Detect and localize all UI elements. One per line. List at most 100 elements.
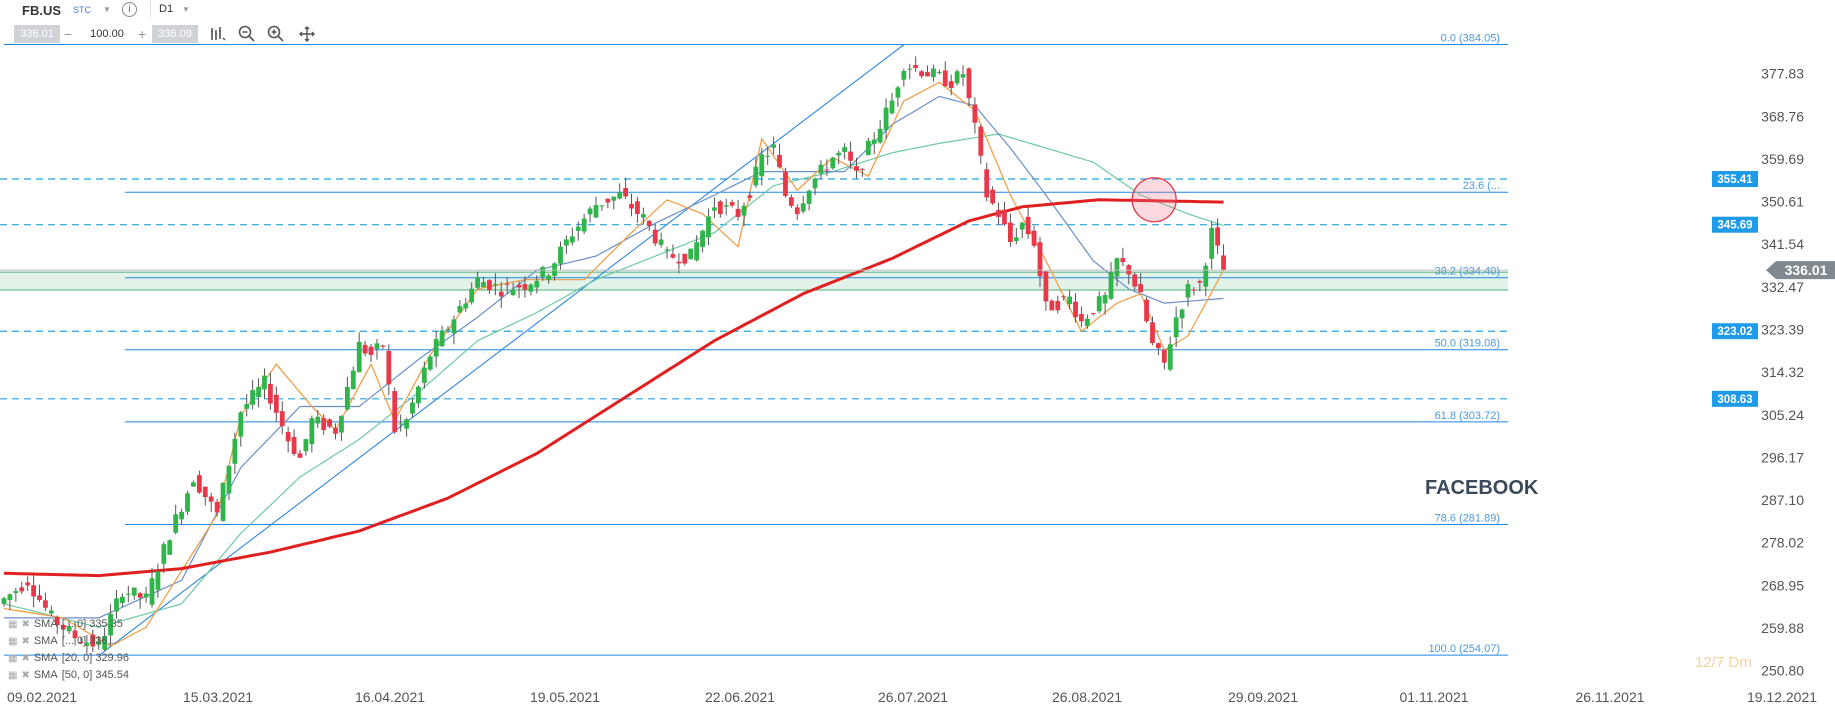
chart-type-icon[interactable] bbox=[208, 24, 228, 44]
candle bbox=[416, 385, 421, 408]
indicator-row[interactable]: ▦ ✖ SMA [50, 0] 345.54 bbox=[8, 667, 129, 684]
market-label[interactable]: STC bbox=[73, 5, 91, 15]
candle-body bbox=[865, 140, 871, 155]
candle bbox=[605, 198, 611, 209]
symbol-label[interactable]: FB.US bbox=[22, 3, 61, 18]
candle-body bbox=[362, 344, 368, 354]
candle-body bbox=[812, 178, 818, 189]
candle-body bbox=[208, 496, 214, 502]
zoom-in-icon[interactable] bbox=[266, 24, 286, 44]
candle bbox=[1079, 306, 1084, 328]
candle bbox=[948, 74, 954, 96]
candle bbox=[380, 344, 386, 350]
volume-input[interactable]: 100.00 bbox=[90, 28, 124, 40]
candle bbox=[1144, 296, 1149, 323]
close-icon[interactable]: ✖ bbox=[21, 636, 30, 647]
candle bbox=[481, 276, 486, 288]
zoom-out-icon[interactable] bbox=[237, 24, 257, 44]
candle bbox=[427, 355, 433, 372]
close-icon[interactable]: ✖ bbox=[21, 619, 30, 630]
chevron-down-icon[interactable]: ▼ bbox=[103, 5, 111, 14]
candle-body bbox=[824, 169, 830, 171]
info-icon[interactable]: i bbox=[122, 2, 137, 17]
drag-handle-icon[interactable]: ▦ bbox=[8, 619, 18, 630]
indicator-row[interactable]: ▦ ✖ SMA [20, 0] 329.96 bbox=[8, 650, 129, 667]
candle-body bbox=[546, 275, 552, 281]
indicator-row[interactable]: ▦ ✖ SMA [... 0] 335.35 bbox=[8, 616, 129, 633]
candle bbox=[1061, 295, 1067, 301]
candle bbox=[954, 69, 960, 86]
candle bbox=[327, 418, 332, 429]
candle-body bbox=[564, 239, 569, 246]
close-icon[interactable]: ✖ bbox=[21, 670, 30, 681]
sma-50-line bbox=[3, 133, 1224, 628]
candle bbox=[1090, 312, 1096, 316]
candle bbox=[1, 596, 7, 607]
candle-body bbox=[1191, 289, 1197, 291]
candle-body bbox=[901, 70, 907, 80]
drag-handle-icon[interactable]: ▦ bbox=[8, 670, 18, 681]
price-level-value: 323.02 bbox=[1717, 326, 1752, 338]
y-tick-label: 250.80 bbox=[1761, 663, 1804, 679]
bid-price-badge[interactable]: 336.01 bbox=[14, 25, 60, 43]
timeframe-select[interactable]: D1 bbox=[150, 1, 203, 17]
candle bbox=[783, 167, 788, 198]
close-icon[interactable]: ✖ bbox=[21, 653, 30, 664]
candle bbox=[901, 68, 907, 87]
candle bbox=[256, 378, 261, 408]
volume-increase-button[interactable]: + bbox=[138, 26, 147, 42]
candle bbox=[392, 387, 398, 434]
candle-body bbox=[380, 345, 386, 347]
candle-body bbox=[830, 157, 836, 169]
candle-body bbox=[185, 493, 190, 512]
candle-body bbox=[729, 202, 735, 206]
price-level-badge bbox=[1712, 390, 1758, 407]
support-zone bbox=[0, 272, 1508, 290]
candle-body bbox=[487, 280, 492, 291]
sma-20-line bbox=[4, 95, 1224, 619]
candle bbox=[771, 136, 776, 155]
candle-body bbox=[954, 71, 960, 84]
candle-body bbox=[1215, 227, 1220, 246]
candle bbox=[996, 202, 1001, 225]
candle bbox=[990, 186, 996, 206]
volume-decrease-button[interactable]: − bbox=[64, 26, 73, 42]
candle bbox=[167, 539, 173, 556]
candle-body bbox=[1, 598, 7, 604]
candle bbox=[658, 232, 664, 248]
candle-body bbox=[936, 71, 942, 73]
indicator-row[interactable]: ▦ ✖ SMA [... 0] 336... bbox=[8, 633, 129, 650]
crosshair-icon[interactable] bbox=[297, 24, 317, 44]
candle bbox=[913, 56, 919, 72]
candle-body bbox=[78, 642, 84, 644]
candle-body bbox=[256, 386, 261, 398]
candle-body bbox=[102, 635, 108, 650]
chevron-down-icon[interactable]: ▼ bbox=[182, 5, 190, 14]
ask-price-badge[interactable]: 336.09 bbox=[152, 25, 198, 43]
candle bbox=[599, 205, 605, 212]
candle bbox=[250, 380, 256, 410]
candle bbox=[1073, 293, 1078, 323]
candle-body bbox=[581, 218, 587, 232]
candle-body bbox=[19, 587, 25, 592]
candle-body bbox=[1138, 284, 1144, 293]
drag-handle-icon[interactable]: ▦ bbox=[8, 636, 18, 647]
candle-body bbox=[25, 582, 31, 586]
candle-body bbox=[1096, 296, 1102, 312]
timeframe-value: D1 bbox=[159, 3, 174, 15]
candle bbox=[812, 177, 818, 196]
candle-body bbox=[309, 418, 315, 445]
candle bbox=[966, 67, 972, 107]
candle bbox=[1102, 291, 1108, 315]
candle bbox=[120, 593, 125, 608]
candle bbox=[102, 627, 108, 652]
candle-body bbox=[800, 203, 806, 212]
candle bbox=[350, 366, 356, 390]
candle bbox=[510, 282, 516, 296]
candle-body bbox=[273, 394, 279, 413]
candle bbox=[818, 160, 824, 180]
drag-handle-icon[interactable]: ▦ bbox=[8, 653, 18, 664]
candle bbox=[220, 482, 226, 522]
y-tick-label: 341.54 bbox=[1761, 236, 1804, 252]
